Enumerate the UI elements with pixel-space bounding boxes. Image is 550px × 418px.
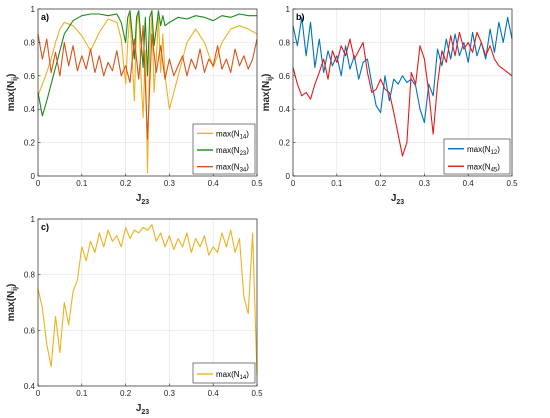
y-tick-label: 0.8 xyxy=(24,38,36,47)
axes-box xyxy=(292,8,513,177)
legend: max(N14) max(N23) max(N34) xyxy=(192,123,256,175)
chart-panel-1: 0 0.1 0.2 0.3 0.4 0.5 0 0.2 0.4 0.6 0.8 1 a) J23 max(N… xyxy=(6,5,263,206)
y-axis-label: max(Nij) xyxy=(261,74,274,112)
y-tick-label: 0.4 xyxy=(24,382,36,391)
x-tick-label: 0.4 xyxy=(208,179,220,188)
y-tick-label: 0.6 xyxy=(24,326,36,335)
x-tick-label: 0.3 xyxy=(419,179,431,188)
y-tick-label: 1 xyxy=(31,5,36,14)
legend: max(N14) xyxy=(192,362,256,384)
axes-box xyxy=(37,8,258,177)
y-tick-label: 0.8 xyxy=(24,271,36,280)
x-tick-label: 0.2 xyxy=(120,179,132,188)
panel-label: a) xyxy=(41,12,49,22)
plot-area xyxy=(38,219,257,386)
y-tick-label: 1 xyxy=(31,215,36,224)
y-tick-label: 0.4 xyxy=(279,105,291,114)
x-tick-label: 0.2 xyxy=(375,179,387,188)
x-tick-label: 0.1 xyxy=(76,389,88,398)
x-tick-label: 0.5 xyxy=(251,389,263,398)
y-tick-label: 0.8 xyxy=(279,38,291,47)
x-tick-label: 0.1 xyxy=(76,179,88,188)
x-axis-label: J23 xyxy=(136,403,149,416)
y-tick-label: 0.2 xyxy=(279,139,291,148)
legend-box xyxy=(192,362,256,384)
y-axis-label: max(Nij) xyxy=(6,284,19,322)
series-line-45 xyxy=(292,31,513,157)
y-tick-label: 0.6 xyxy=(24,72,36,81)
panel-label: c) xyxy=(41,222,49,232)
x-tick-label: 0.5 xyxy=(251,179,263,188)
legend-entry: max(N14) xyxy=(216,370,249,381)
chart-panel-2: 0 0.1 0.2 0.3 0.4 0.5 0 0.2 0.4 0.6 0.8 1 b) J23 max(N… xyxy=(261,5,518,206)
legend-entry: max(N45) xyxy=(467,162,500,173)
x-tick-label: 0.4 xyxy=(463,179,475,188)
series-line-14 xyxy=(37,224,258,375)
x-tick-label: 0 xyxy=(36,179,41,188)
x-axis-label: J23 xyxy=(136,193,149,206)
x-tick-label: 0.4 xyxy=(208,389,220,398)
series-line-14 xyxy=(37,11,258,174)
legend-box xyxy=(443,138,511,175)
legend-box xyxy=(192,123,256,175)
x-tick-label: 0.3 xyxy=(164,389,176,398)
x-tick-label: 0 xyxy=(291,179,296,188)
legend: max(N12) max(N45) xyxy=(443,138,511,175)
axes-box xyxy=(37,218,258,387)
legend-entry: max(N34) xyxy=(216,163,249,174)
y-tick-label: 1 xyxy=(286,5,291,14)
y-axis-label: max(Nij) xyxy=(6,74,19,112)
series-line-12 xyxy=(292,16,513,124)
x-tick-label: 0.5 xyxy=(506,179,518,188)
legend-entry: max(N23) xyxy=(216,146,249,157)
y-tick-label: 0 xyxy=(31,172,36,181)
series-line-34 xyxy=(37,25,258,140)
x-tick-label: 0.2 xyxy=(120,389,132,398)
x-tick-label: 0.1 xyxy=(331,179,343,188)
x-tick-label: 0.3 xyxy=(164,179,176,188)
y-tick-label: 0.4 xyxy=(24,105,36,114)
panel-label: b) xyxy=(296,12,305,22)
y-tick-label: 0.2 xyxy=(24,139,36,148)
x-axis-label: J23 xyxy=(391,193,404,206)
chart-panel-3: 0 0.1 0.2 0.3 0.4 0.5 0.4 0.6 0.8 1 c) J23 max(Nij) m… xyxy=(6,215,263,416)
y-tick-label: 0.6 xyxy=(279,72,291,81)
legend-entry: max(N12) xyxy=(467,145,500,156)
series-line-23 xyxy=(37,10,257,117)
legend-entry: max(N14) xyxy=(216,129,249,140)
y-tick-label: 0 xyxy=(286,172,291,181)
x-tick-label: 0 xyxy=(36,389,41,398)
